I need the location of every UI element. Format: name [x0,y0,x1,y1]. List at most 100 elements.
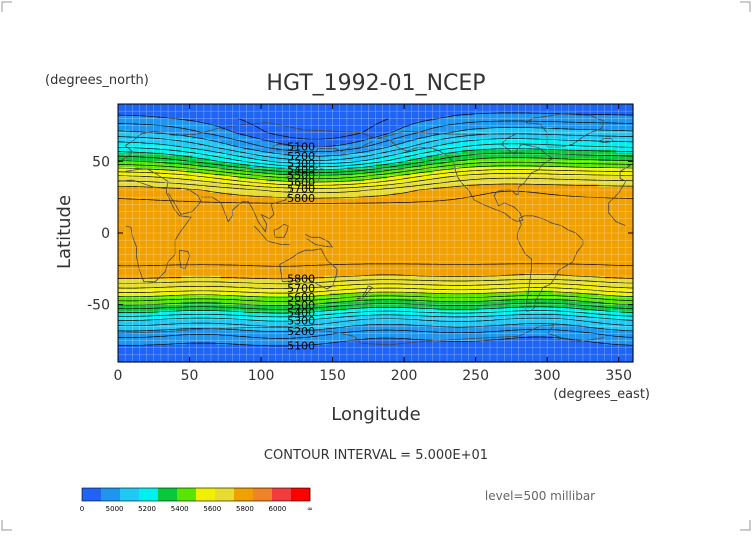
field-cell [329,178,337,182]
field-cell [261,172,268,177]
field-cell [324,181,331,185]
field-cell [261,187,268,191]
field-cell [266,164,274,168]
field-cell [146,132,153,137]
field-cell [472,258,480,263]
field-cell [135,126,142,131]
field-cell [575,158,583,162]
field-cell [535,106,543,111]
field-cell [518,169,525,174]
field-cell [129,230,136,234]
field-cell [558,132,565,137]
field-cell [552,152,560,157]
field-cell [489,235,497,240]
field-cell [518,135,525,139]
field-cell [238,172,245,177]
field-cell [478,227,485,231]
field-cell [524,192,531,197]
field-cell [209,204,216,208]
field-cell [289,261,296,266]
field-cell [158,244,165,248]
field-cell [558,118,565,122]
field-cell [209,164,216,168]
field-cell [140,224,148,228]
field-cell [530,201,537,205]
field-cell [358,207,365,211]
field-cell [598,233,605,237]
field-cell [472,201,480,205]
field-cell [432,118,440,122]
field-cell [507,204,514,208]
field-cell [140,210,148,214]
field-cell [621,195,628,200]
field-cell [278,178,285,182]
field-cell [547,129,554,134]
field-cell [215,187,222,191]
field-cell [341,233,348,237]
field-cell [209,212,216,217]
field-cell [495,212,502,217]
field-cell [484,112,491,117]
field-cell [123,244,131,248]
field-cell [306,172,314,177]
field-cell [232,235,239,240]
field-cell [398,241,405,246]
field-cell [552,187,560,191]
field-cell [346,250,354,254]
field-cell [192,218,199,223]
field-cell [518,144,525,148]
field-cell [180,115,188,119]
field-cell [621,164,628,168]
field-cell [398,124,405,128]
field-cell [266,244,274,248]
field-cell [564,247,571,251]
field-cell [135,224,142,228]
field-cell [461,227,468,231]
field-cell [524,198,531,203]
field-cell [484,192,491,197]
field-cell [541,121,548,125]
field-cell [272,210,279,214]
field-cell [209,247,216,251]
field-cell [587,115,594,119]
field-cell [163,258,171,263]
field-cell [444,195,451,200]
field-cell [375,152,382,157]
chart-title: HGT_1992-01_NCEP [266,71,485,96]
field-cell [507,198,514,203]
field-cell [301,169,308,174]
field-cell [547,233,554,237]
field-cell [564,192,571,197]
field-cell [432,244,440,248]
field-cell [375,190,382,194]
field-cell [192,181,199,185]
field-cell [530,198,537,203]
field-cell [518,161,525,165]
field-cell [358,161,365,165]
field-cell [152,241,159,246]
field-cell [135,241,142,246]
field-cell [255,152,262,157]
field-cell [306,215,314,220]
field-cell [324,224,331,228]
field-cell [552,106,560,111]
field-cell [518,126,525,131]
field-cell [524,221,531,225]
field-cell [123,233,131,237]
field-cell [467,161,474,165]
field-cell [478,135,485,139]
field-cell [404,218,411,223]
field-cell [386,201,394,205]
field-cell [358,198,365,203]
field-cell [118,178,125,182]
field-cell [301,227,308,231]
field-cell [415,201,422,205]
field-cell [404,132,411,137]
field-cell [123,115,131,119]
field-cell [444,204,451,208]
field-cell [558,129,565,134]
field-cell [467,152,474,157]
field-cell [358,147,365,151]
field-cell [489,253,497,257]
field-cell [444,104,451,108]
